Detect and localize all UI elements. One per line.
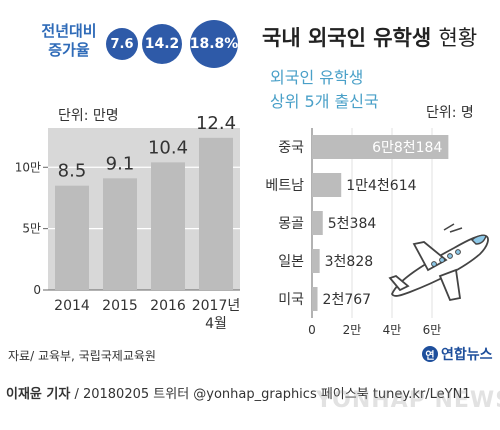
country-label: 일본 — [278, 254, 304, 270]
xtick-label: 4만 — [383, 323, 402, 337]
bar-value-label: 10.4 — [148, 137, 188, 158]
growth-value-2015: 7.6 — [110, 36, 134, 52]
yonhap-logo: 연 연합뉴스 — [422, 344, 493, 364]
bar — [151, 162, 185, 290]
country-label: 중국 — [278, 140, 304, 156]
growth-label-line2: 증가율 — [48, 41, 90, 59]
growth-circle-2017: 18.8% — [190, 20, 238, 68]
ytick-label: 0 — [33, 283, 41, 297]
main-title-bold: 국내 외국인 유학생 — [262, 26, 432, 50]
bar — [312, 249, 320, 273]
right-chart-title: 외국인 유학생 상위 5개 출신국 — [270, 66, 379, 114]
source-note: 자료/ 교육부, 국립국제교육원 — [8, 349, 156, 363]
growth-label-line1: 전년대비 — [41, 22, 97, 40]
x-category-label: 4월 — [205, 316, 227, 332]
right-chart-unit: 단위: 명 — [426, 105, 474, 121]
xtick-label: 6만 — [423, 323, 442, 337]
xtick-label: 2만 — [343, 323, 362, 337]
bar-value-label: 5천384 — [328, 216, 377, 232]
bar-value-label: 9.1 — [106, 153, 135, 174]
bar — [103, 178, 137, 290]
logo-text: 연합뉴스 — [441, 347, 493, 363]
growth-label: 전년대비 증가율 — [28, 22, 110, 60]
infographic-panel: 전년대비 증가율 7.6 14.2 18.8% 국내 외국인 유학생 현황 단위… — [8, 20, 493, 364]
annual-students-chart: 0 5만 10만 8.5 2014 9.1 2015 10.4 2016 12.4 2017년 4월 — [15, 113, 241, 332]
main-title-light: 현황 — [438, 26, 478, 50]
bar-value-label: 3천828 — [325, 254, 374, 270]
growth-circle-2016: 14.2 — [142, 24, 182, 64]
bar — [199, 137, 233, 290]
footer-credit: 이재윤 기자 / 20180205 트위터 @yonhap_graphics 페… — [6, 383, 471, 402]
watermark: YONHAP NEWS — [316, 388, 500, 413]
bar-value-label: 8.5 — [58, 161, 87, 182]
x-category-label: 2016 — [150, 298, 186, 314]
x-category-label: 2017년 — [192, 298, 241, 314]
bar-value-label: 6만8천184 — [372, 140, 442, 156]
bar — [312, 211, 323, 235]
top-countries-chart: 0 2만 4만 6만 중국 6만8천184 베트남 1만4천614 몽골 5천384 일본 3천828… — [265, 128, 449, 337]
bar-value-label: 12.4 — [196, 113, 236, 134]
bar-value-label: 2천767 — [323, 292, 372, 308]
bar — [312, 135, 449, 159]
left-chart-unit: 단위: 만명 — [58, 108, 119, 124]
bar — [312, 287, 318, 311]
right-chart-title-line1: 외국인 유학생 — [270, 68, 364, 87]
xtick-label: 0 — [308, 323, 316, 337]
main-title: 국내 외국인 유학생 현황 — [262, 22, 477, 52]
x-category-label: 2014 — [54, 298, 90, 314]
growth-value-2017: 18.8% — [189, 36, 239, 52]
bar — [312, 173, 342, 197]
logo-mark: 연 — [422, 346, 438, 362]
bar — [55, 185, 89, 290]
growth-circle-2015: 7.6 — [106, 28, 138, 60]
x-category-label: 2015 — [102, 298, 138, 314]
bar-value-label: 1만4천614 — [346, 178, 416, 194]
growth-value-2016: 14.2 — [144, 36, 180, 52]
country-label: 미국 — [278, 292, 304, 308]
ytick-label: 5만 — [22, 222, 41, 236]
ytick-label: 10만 — [15, 160, 41, 174]
footer-reporter: 이재윤 기자 — [6, 387, 71, 402]
footer-rest: / 20180205 트위터 @yonhap_graphics 페이스북 tun… — [70, 387, 471, 402]
airplane-icon — [388, 223, 489, 302]
country-label: 몽골 — [278, 216, 304, 232]
right-chart-title-line2: 상위 5개 출신국 — [270, 92, 379, 111]
country-label: 베트남 — [265, 178, 304, 194]
